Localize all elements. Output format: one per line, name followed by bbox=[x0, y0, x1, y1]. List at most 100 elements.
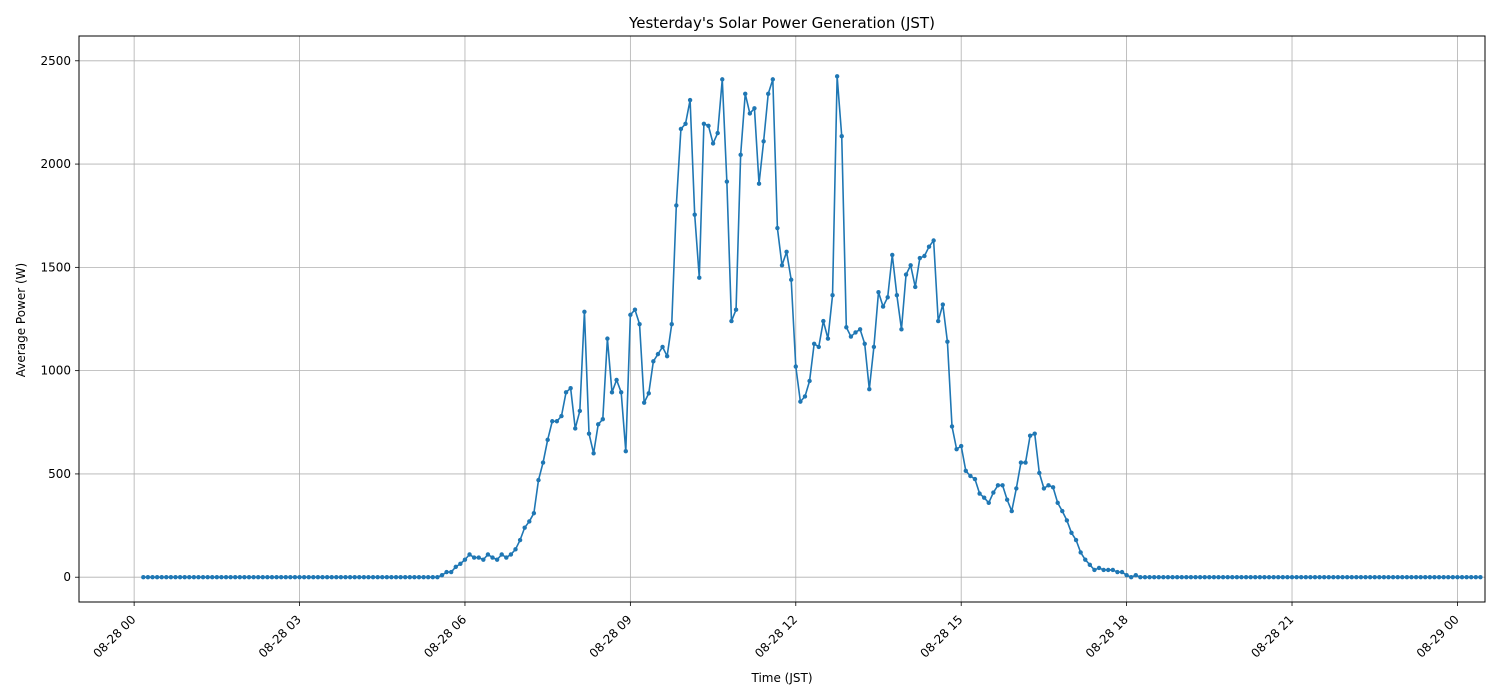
data-point bbox=[692, 212, 697, 217]
data-point bbox=[1400, 575, 1405, 580]
data-point bbox=[1308, 575, 1313, 580]
data-point bbox=[1096, 565, 1102, 571]
data-point bbox=[1087, 562, 1093, 568]
data-point bbox=[435, 575, 440, 580]
data-point bbox=[1151, 575, 1157, 580]
data-point bbox=[664, 353, 670, 359]
data-point bbox=[577, 408, 583, 414]
data-point bbox=[540, 460, 546, 465]
y-tick-label: 500 bbox=[48, 467, 71, 481]
data-point bbox=[821, 318, 826, 324]
data-point bbox=[260, 575, 265, 580]
chart-title: Yesterday's Solar Power Generation (JST) bbox=[628, 14, 935, 32]
data-point bbox=[246, 575, 252, 580]
data-point bbox=[618, 390, 624, 395]
data-point bbox=[407, 575, 413, 580]
data-point bbox=[885, 295, 890, 300]
data-point bbox=[632, 307, 638, 312]
data-point bbox=[490, 555, 495, 560]
data-point bbox=[1455, 575, 1460, 580]
data-point bbox=[550, 419, 555, 424]
data-point bbox=[1280, 575, 1286, 580]
data-point bbox=[715, 130, 720, 136]
data-point bbox=[141, 575, 146, 580]
data-point bbox=[1115, 569, 1120, 575]
data-point bbox=[1225, 575, 1230, 580]
data-point bbox=[251, 575, 256, 580]
data-point bbox=[361, 575, 367, 580]
data-point bbox=[1078, 550, 1083, 555]
data-point bbox=[678, 126, 684, 132]
data-point bbox=[1262, 575, 1267, 580]
data-point bbox=[1248, 575, 1253, 580]
data-point bbox=[1165, 575, 1171, 580]
data-point bbox=[788, 277, 794, 282]
data-point bbox=[292, 575, 298, 580]
data-point bbox=[200, 575, 206, 580]
data-point bbox=[591, 451, 596, 456]
data-point bbox=[1073, 537, 1079, 543]
data-point bbox=[1064, 518, 1070, 523]
data-point bbox=[159, 575, 164, 580]
data-point bbox=[196, 575, 201, 580]
data-point bbox=[559, 413, 564, 419]
data-point bbox=[977, 491, 982, 496]
data-point bbox=[1046, 483, 1051, 488]
data-point bbox=[1230, 575, 1235, 580]
data-point bbox=[1395, 575, 1400, 580]
data-point bbox=[834, 74, 840, 79]
data-point bbox=[522, 525, 527, 530]
data-point bbox=[448, 569, 454, 575]
data-point bbox=[366, 575, 371, 580]
data-point bbox=[1469, 575, 1474, 580]
data-point bbox=[706, 123, 711, 129]
data-point bbox=[1161, 575, 1166, 580]
data-point bbox=[481, 557, 486, 562]
data-point bbox=[733, 307, 739, 312]
data-point bbox=[1142, 575, 1148, 580]
data-point bbox=[1106, 567, 1111, 573]
data-point bbox=[1037, 470, 1042, 476]
data-point bbox=[623, 449, 628, 454]
data-point bbox=[527, 519, 532, 524]
data-point bbox=[563, 390, 569, 395]
data-point bbox=[269, 575, 275, 580]
data-point bbox=[237, 575, 243, 580]
data-point bbox=[674, 203, 679, 208]
data-point bbox=[173, 575, 178, 580]
data-point bbox=[793, 364, 798, 369]
data-point bbox=[517, 537, 523, 543]
data-point bbox=[710, 141, 716, 146]
data-point bbox=[756, 181, 762, 186]
data-point bbox=[191, 575, 197, 580]
data-point bbox=[1326, 575, 1331, 580]
data-point bbox=[931, 238, 936, 243]
data-point bbox=[334, 575, 339, 580]
data-point bbox=[416, 575, 422, 580]
data-point bbox=[1390, 575, 1396, 580]
data-point bbox=[1147, 575, 1152, 580]
data-point bbox=[1170, 575, 1175, 580]
data-point bbox=[485, 552, 491, 557]
data-point bbox=[531, 510, 537, 516]
data-point bbox=[233, 575, 238, 580]
data-point bbox=[968, 473, 973, 479]
data-point bbox=[403, 575, 408, 580]
data-point bbox=[426, 575, 431, 580]
data-point bbox=[981, 495, 987, 500]
data-point bbox=[1009, 508, 1014, 514]
data-point bbox=[1413, 575, 1419, 580]
data-point bbox=[283, 575, 288, 580]
y-axis-ticks: 0 500 1000 1500 2000 2500 bbox=[40, 54, 79, 584]
data-point bbox=[1381, 575, 1387, 580]
data-point bbox=[214, 575, 220, 580]
data-point bbox=[1450, 575, 1456, 580]
data-point bbox=[1060, 508, 1065, 514]
data-point bbox=[389, 575, 394, 580]
data-point bbox=[784, 249, 789, 255]
data-point bbox=[398, 575, 403, 580]
data-point bbox=[1285, 575, 1290, 580]
data-point bbox=[343, 575, 348, 580]
data-point bbox=[370, 575, 376, 580]
data-point bbox=[949, 424, 955, 429]
